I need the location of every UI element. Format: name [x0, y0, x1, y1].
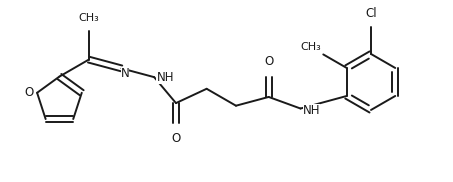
Text: O: O	[24, 86, 34, 99]
Text: O: O	[171, 132, 181, 145]
Text: N: N	[120, 67, 130, 80]
Text: O: O	[264, 56, 273, 68]
Text: NH: NH	[303, 104, 320, 117]
Text: CH₃: CH₃	[78, 13, 99, 23]
Text: CH₃: CH₃	[300, 42, 321, 52]
Text: NH: NH	[156, 71, 174, 84]
Text: Cl: Cl	[365, 7, 377, 20]
